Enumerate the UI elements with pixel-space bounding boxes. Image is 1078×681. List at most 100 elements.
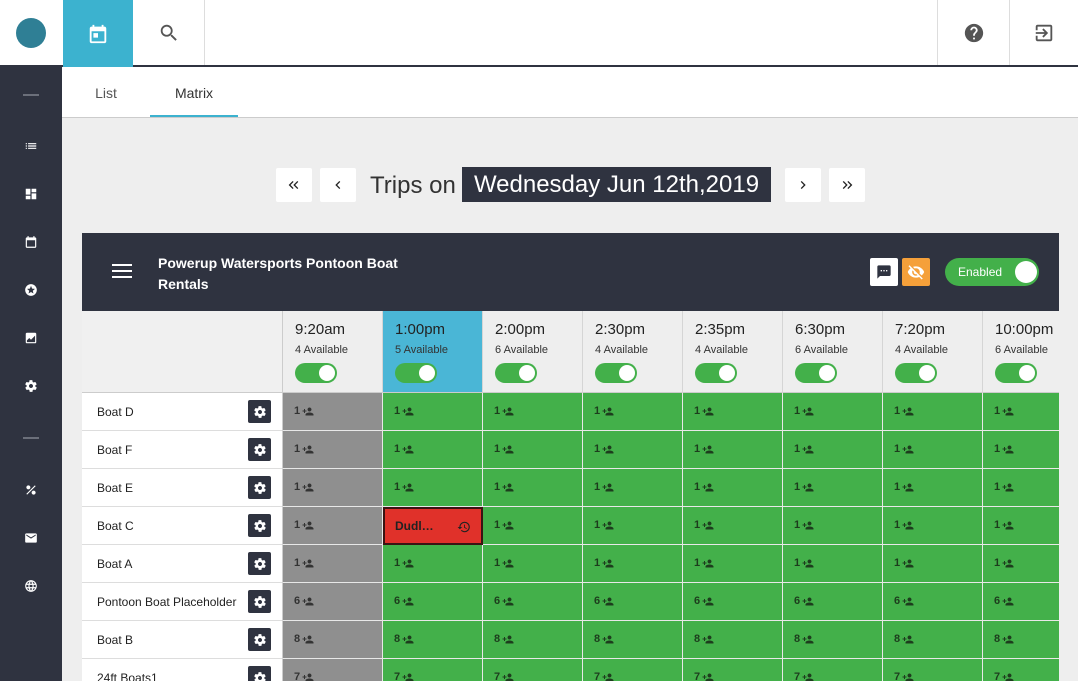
boat-settings-button[interactable] [248, 438, 271, 461]
sidebar-item-calendar[interactable] [0, 227, 62, 257]
availability-cell[interactable]: 1 [883, 469, 983, 507]
availability-cell[interactable]: 1 [783, 393, 883, 431]
availability-cell[interactable]: 6 [583, 583, 683, 621]
boat-settings-button[interactable] [248, 628, 271, 651]
availability-cell[interactable]: 8 [483, 621, 583, 659]
timeslot-toggle[interactable] [295, 363, 337, 383]
boat-settings-button[interactable] [248, 400, 271, 423]
availability-cell[interactable]: 1 [583, 469, 683, 507]
availability-cell[interactable]: 1 [583, 431, 683, 469]
availability-cell[interactable]: 1 [783, 431, 883, 469]
availability-cell[interactable]: 1 [483, 469, 583, 507]
visibility-button[interactable] [902, 258, 930, 286]
availability-cell[interactable]: 7 [683, 659, 783, 681]
availability-cell[interactable]: 1 [783, 507, 883, 545]
timeslot-header[interactable]: 1:00pm 5 Available [383, 311, 483, 393]
availability-cell[interactable]: 1 [983, 507, 1059, 545]
boat-settings-button[interactable] [248, 514, 271, 537]
availability-cell[interactable]: 1 [283, 469, 383, 507]
next-day-button[interactable] [785, 168, 821, 202]
sidebar-item-dashboard[interactable] [0, 179, 62, 209]
sidebar-item-list[interactable] [0, 131, 62, 161]
availability-cell[interactable]: 1 [283, 431, 383, 469]
availability-cell[interactable]: 8 [583, 621, 683, 659]
sidebar-item-website[interactable] [0, 571, 62, 601]
availability-cell[interactable]: 1 [483, 545, 583, 583]
availability-cell[interactable]: 6 [683, 583, 783, 621]
timeslot-toggle[interactable] [795, 363, 837, 383]
boat-settings-button[interactable] [248, 552, 271, 575]
timeslot-header[interactable]: 6:30pm 6 Available [783, 311, 883, 393]
availability-cell[interactable]: 1 [683, 545, 783, 583]
availability-cell[interactable]: 1 [283, 545, 383, 583]
date-picker[interactable]: Wednesday Jun 12th,2019 [462, 167, 771, 202]
sidebar-item-mail[interactable] [0, 523, 62, 553]
boat-settings-button[interactable] [248, 590, 271, 613]
availability-cell[interactable]: 1 [983, 469, 1059, 507]
availability-cell[interactable]: 1 [683, 431, 783, 469]
first-day-button[interactable] [276, 168, 312, 202]
availability-cell[interactable]: 6 [883, 583, 983, 621]
timeslot-toggle[interactable] [695, 363, 737, 383]
availability-cell[interactable]: 7 [883, 659, 983, 681]
availability-cell[interactable]: 7 [583, 659, 683, 681]
last-day-button[interactable] [829, 168, 865, 202]
availability-cell[interactable]: 1 [283, 393, 383, 431]
sidebar-item-settings[interactable] [0, 371, 62, 401]
availability-cell[interactable]: 6 [383, 583, 483, 621]
availability-cell[interactable]: 6 [483, 583, 583, 621]
availability-cell[interactable]: 8 [783, 621, 883, 659]
availability-cell[interactable]: 8 [983, 621, 1059, 659]
app-logo[interactable] [0, 0, 62, 65]
sidebar-item-discounts[interactable] [0, 475, 62, 505]
booking-cell[interactable]: Dudl… [383, 507, 483, 545]
availability-cell[interactable]: 1 [383, 431, 483, 469]
availability-cell[interactable]: 6 [983, 583, 1059, 621]
timeslot-toggle[interactable] [595, 363, 637, 383]
availability-cell[interactable]: 7 [783, 659, 883, 681]
availability-cell[interactable]: 1 [483, 507, 583, 545]
help-button[interactable] [937, 0, 1009, 65]
availability-cell[interactable]: 1 [683, 507, 783, 545]
boat-settings-button[interactable] [248, 666, 271, 681]
availability-cell[interactable]: 1 [883, 431, 983, 469]
availability-cell[interactable]: 1 [883, 545, 983, 583]
availability-cell[interactable]: 1 [383, 545, 483, 583]
availability-cell[interactable]: 1 [983, 545, 1059, 583]
enabled-toggle[interactable]: Enabled [945, 258, 1039, 286]
calendar-nav-button[interactable] [63, 0, 133, 67]
timeslot-toggle[interactable] [395, 363, 437, 383]
availability-cell[interactable]: 1 [483, 431, 583, 469]
availability-cell[interactable]: 7 [983, 659, 1059, 681]
availability-cell[interactable]: 8 [283, 621, 383, 659]
boat-settings-button[interactable] [248, 476, 271, 499]
availability-cell[interactable]: 8 [683, 621, 783, 659]
availability-cell[interactable]: 1 [683, 393, 783, 431]
availability-cell[interactable]: 8 [383, 621, 483, 659]
search-button[interactable] [133, 0, 205, 65]
availability-cell[interactable]: 6 [283, 583, 383, 621]
availability-cell[interactable]: 7 [383, 659, 483, 681]
sidebar-item-favorites[interactable] [0, 275, 62, 305]
tab-list[interactable]: List [95, 85, 117, 101]
menu-icon[interactable] [112, 264, 132, 280]
availability-cell[interactable]: 1 [883, 507, 983, 545]
timeslot-toggle[interactable] [495, 363, 537, 383]
timeslot-header[interactable]: 9:20am 4 Available [283, 311, 383, 393]
timeslot-header[interactable]: 2:30pm 4 Available [583, 311, 683, 393]
availability-cell[interactable]: 1 [383, 393, 483, 431]
availability-cell[interactable]: 6 [783, 583, 883, 621]
availability-cell[interactable]: 8 [883, 621, 983, 659]
previous-day-button[interactable] [320, 168, 356, 202]
availability-cell[interactable]: 1 [383, 469, 483, 507]
timeslot-header[interactable]: 2:35pm 4 Available [683, 311, 783, 393]
timeslot-toggle[interactable] [995, 363, 1037, 383]
message-button[interactable] [870, 258, 898, 286]
availability-cell[interactable]: 1 [783, 545, 883, 583]
availability-cell[interactable]: 7 [283, 659, 383, 681]
availability-cell[interactable]: 1 [583, 545, 683, 583]
availability-cell[interactable]: 1 [983, 431, 1059, 469]
availability-cell[interactable]: 1 [583, 393, 683, 431]
availability-cell[interactable]: 1 [683, 469, 783, 507]
logout-button[interactable] [1009, 0, 1078, 65]
